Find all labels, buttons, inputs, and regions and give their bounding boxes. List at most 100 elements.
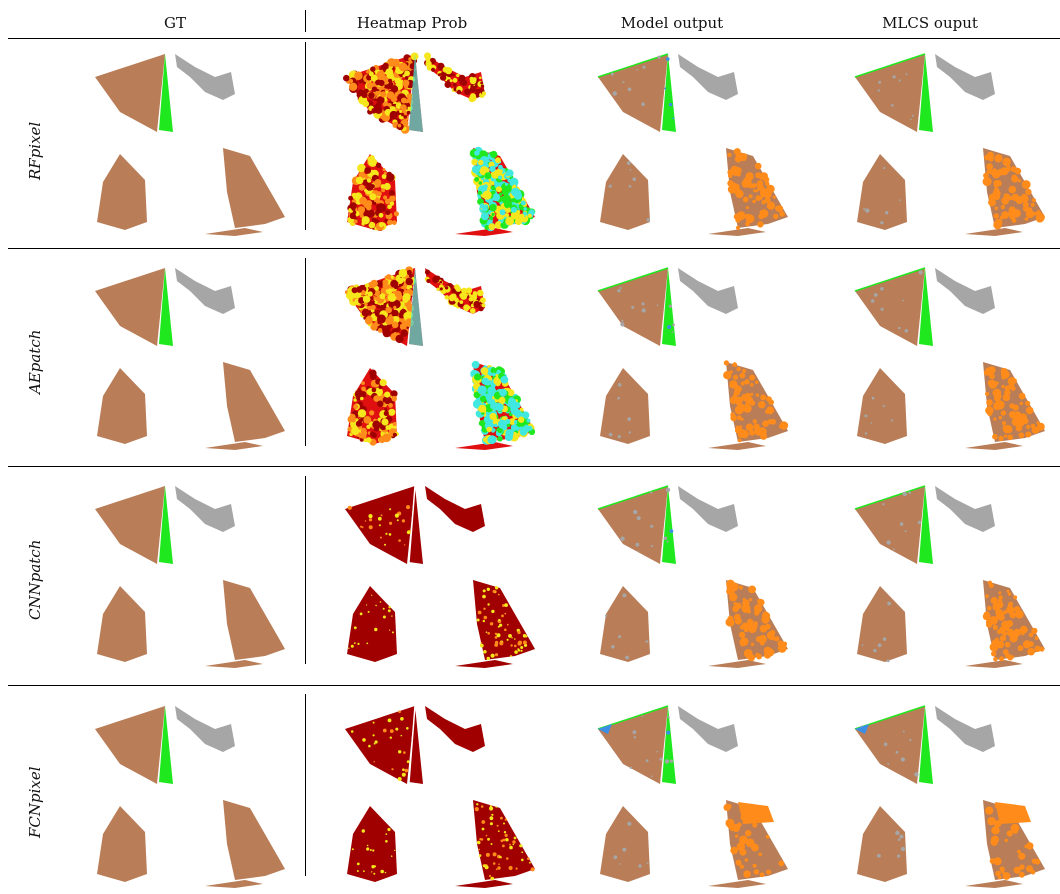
row-divider	[305, 42, 306, 230]
panel-heat-fcnpixel	[345, 705, 535, 888]
field-hex	[857, 586, 907, 662]
field-wedge	[662, 268, 676, 346]
field-sliver	[965, 228, 1023, 236]
field-wedge	[409, 706, 423, 784]
panel-heat-rfpixel	[343, 52, 536, 236]
field-sliver	[965, 442, 1023, 450]
field-right	[223, 148, 285, 228]
row-label-cnnpatch: CNNpatch	[26, 539, 44, 620]
field-wedge	[662, 486, 676, 564]
field-big	[598, 706, 668, 784]
field-big	[855, 268, 925, 346]
panel-gt-fcnpixel	[95, 706, 285, 888]
field-gray	[935, 486, 995, 532]
row-divider	[305, 258, 306, 446]
field-wedge	[662, 54, 676, 132]
panel-heat-aepatch	[345, 266, 536, 450]
field-sliver	[455, 880, 513, 888]
field-big	[855, 486, 925, 564]
field-hex	[600, 154, 650, 230]
field-hex	[347, 806, 397, 882]
panel-mlcs-aepatch	[854, 267, 1045, 450]
panel-mlcs-cnnpatch	[854, 485, 1045, 668]
panel-gt-rfpixel	[95, 54, 285, 236]
field-wedge	[662, 706, 676, 784]
column-header-mlcs-output: MLCS ouput	[882, 14, 978, 32]
field-big	[95, 54, 165, 132]
header-divider	[305, 10, 306, 32]
field-gray	[175, 54, 235, 100]
field-sliver	[965, 880, 1023, 888]
panel-model-rfpixel	[597, 53, 788, 236]
field-gray	[678, 486, 738, 532]
field-hex	[97, 586, 147, 662]
field-right	[983, 362, 1045, 442]
field-big	[855, 706, 925, 784]
field-wedge	[159, 706, 173, 784]
field-sliver	[708, 660, 766, 668]
field-big	[95, 486, 165, 564]
field-right	[223, 800, 285, 880]
panel-model-cnnpatch	[597, 485, 788, 668]
field-gray	[935, 54, 995, 100]
field-big	[95, 706, 165, 784]
field-wedge	[919, 706, 933, 784]
panel-gt-aepatch	[95, 268, 285, 450]
field-hex	[857, 368, 907, 444]
field-sliver	[455, 660, 513, 668]
field-wedge	[159, 54, 173, 132]
field-right	[726, 800, 788, 880]
row-divider	[305, 476, 306, 664]
panel-mlcs-rfpixel	[854, 53, 1045, 236]
field-hex	[857, 154, 907, 230]
field-gray	[175, 268, 235, 314]
field-sliver	[205, 660, 263, 668]
field-wedge	[919, 268, 933, 346]
field-gray	[678, 706, 738, 752]
column-header-model-output: Model output	[620, 14, 724, 32]
row-separator	[8, 248, 1060, 249]
field-gray	[175, 486, 235, 532]
field-wedge	[159, 268, 173, 346]
figure: GT Heatmap Prob Model output MLCS ouput …	[8, 10, 1060, 888]
field-hex	[857, 806, 907, 882]
field-hex	[97, 154, 147, 230]
field-hex	[600, 368, 650, 444]
row-label-rfpixel: RFpixel	[26, 121, 44, 180]
column-header-gt: GT	[164, 14, 186, 32]
field-sliver	[708, 442, 766, 450]
field-hex	[97, 806, 147, 882]
header-rule	[8, 38, 1060, 39]
row-separator	[8, 685, 1060, 686]
field-right	[223, 362, 285, 442]
field-sliver	[708, 880, 766, 888]
panel-model-fcnpixel	[597, 705, 788, 888]
field-sliver	[708, 228, 766, 236]
field-sliver	[965, 660, 1023, 668]
row-separator	[8, 466, 1060, 467]
field-right	[473, 580, 535, 660]
row-label-aepatch: AEpatch	[26, 329, 44, 394]
field-hex	[97, 368, 147, 444]
field-sliver	[205, 880, 263, 888]
row-label-fcnpixel: FCNpixel	[26, 766, 44, 838]
field-gray	[678, 54, 738, 100]
field-gray	[678, 268, 738, 314]
field-gray	[935, 268, 995, 314]
field-gray	[935, 706, 995, 752]
field-sliver	[455, 442, 513, 450]
field-hex	[600, 586, 650, 662]
row-divider	[305, 694, 306, 876]
panel-mlcs-fcnpixel	[854, 705, 1045, 888]
field-big	[855, 54, 925, 132]
field-right	[223, 580, 285, 660]
panel-model-aepatch	[597, 267, 789, 450]
panel-gt-cnnpatch	[95, 486, 285, 668]
field-gray	[175, 706, 235, 752]
field-wedge	[409, 486, 423, 564]
field-gray	[425, 486, 485, 532]
field-wedge	[919, 486, 933, 564]
panel-heat-cnnpatch	[345, 485, 535, 668]
field-wedge	[919, 54, 933, 132]
field-big	[345, 706, 415, 784]
